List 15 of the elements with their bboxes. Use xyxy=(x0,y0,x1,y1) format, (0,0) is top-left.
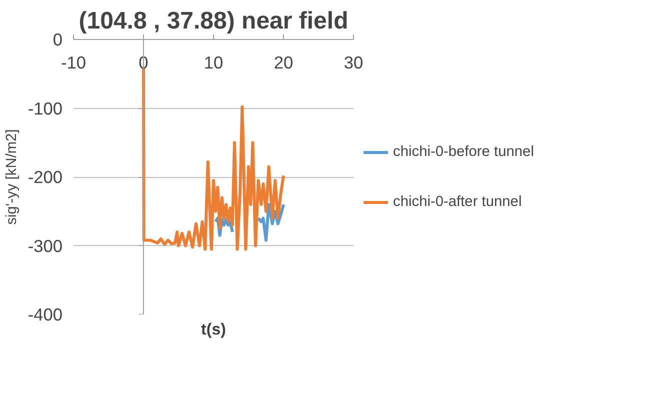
y-tick-label: -300 xyxy=(28,236,63,256)
x-tick-label: 20 xyxy=(274,52,294,72)
x-axis-title: t(s) xyxy=(201,322,226,338)
legend-label: chichi-0-after tunnel xyxy=(393,194,522,210)
y-tick-label: -400 xyxy=(28,304,63,324)
y-tick-label: -200 xyxy=(28,167,63,187)
x-tick-label: 0 xyxy=(138,52,148,72)
x-tick-label: 30 xyxy=(344,52,364,72)
chart-title: (104.8 , 37.88) near field xyxy=(78,8,348,34)
x-tick-label: 10 xyxy=(204,52,224,72)
legend-label: chichi-0-before tunnel xyxy=(393,144,534,160)
y-tick-label: -100 xyxy=(28,98,63,118)
y-tick-label: 0 xyxy=(52,30,63,50)
x-tick-label: -10 xyxy=(60,52,86,72)
y-axis-title: sig'-yy [kN/m2] xyxy=(4,129,20,225)
